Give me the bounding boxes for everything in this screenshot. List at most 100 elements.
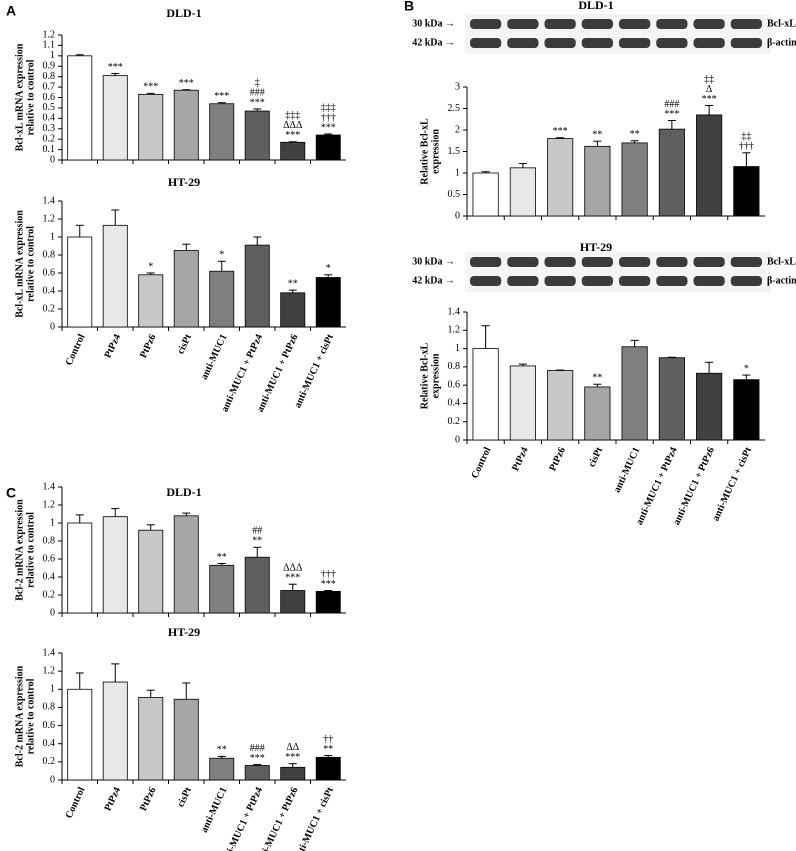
blot-band	[581, 257, 613, 267]
blot-band	[730, 276, 762, 286]
bar	[509, 365, 536, 441]
y-tick-label: 0.4	[43, 738, 56, 749]
bar	[209, 757, 235, 781]
x-tick-label: anti-MUC1 + PtPz6	[671, 446, 717, 527]
significance-mark: ##	[252, 526, 262, 537]
significance-mark: ‡‡	[741, 131, 751, 142]
significance-mark: †††	[321, 569, 336, 580]
y-tick-label: 0.8	[43, 535, 56, 546]
y-tick-label: 0.7	[43, 81, 56, 92]
bar	[244, 110, 270, 161]
y-axis-label: expression	[430, 353, 441, 398]
blot-band	[544, 38, 576, 48]
blot-band	[544, 257, 576, 267]
y-axis-label: relative to control	[25, 512, 36, 588]
bar	[67, 688, 93, 781]
bar	[280, 141, 306, 161]
blot-band	[730, 257, 762, 267]
blot-band	[619, 257, 651, 267]
bar	[244, 244, 270, 328]
x-tick-label: anti-MUC1 + cisPt	[710, 445, 754, 523]
panel-label: A	[6, 3, 16, 19]
blot-band	[656, 38, 688, 48]
significance-mark: †††	[739, 141, 754, 152]
significance-mark: ***	[108, 62, 123, 73]
significance-mark: ***	[285, 572, 300, 583]
significance-mark: ***	[250, 753, 265, 764]
bar	[173, 250, 199, 328]
bar	[280, 292, 306, 328]
y-tick-label: 1	[50, 517, 55, 528]
blot-band	[693, 19, 725, 29]
chart-title: HT-29	[168, 625, 200, 639]
y-tick-label: 0.1	[43, 144, 56, 155]
bar	[244, 765, 270, 781]
y-axis-label: relative to control	[25, 226, 36, 302]
blot-marker: 30 kDa →	[412, 256, 455, 267]
chart-title: DLD-1	[578, 0, 613, 12]
significance-mark: †††	[321, 112, 336, 123]
y-tick-label: 0.9	[43, 61, 56, 72]
chart-title: HT-29	[168, 175, 200, 189]
x-tick-label: cisPt	[587, 445, 606, 469]
bar	[472, 172, 499, 217]
y-tick-label: 0.4	[448, 398, 461, 409]
x-tick-label: Control	[64, 785, 88, 820]
y-tick-label: 0.3	[43, 123, 56, 134]
blot-band	[507, 276, 539, 286]
significance-mark: ††	[323, 734, 333, 745]
y-tick-label: 1.1	[43, 40, 56, 51]
bar	[173, 698, 199, 781]
y-tick-label: 1.5	[448, 146, 461, 157]
bar	[138, 93, 164, 161]
y-tick-label: 0.2	[43, 589, 56, 600]
significance-mark: **	[592, 129, 602, 140]
significance-mark: ΔΔΔ	[283, 562, 303, 573]
blot-band	[656, 19, 688, 29]
significance-mark: ‡‡‡	[321, 102, 336, 113]
y-tick-label: 0	[50, 154, 55, 165]
significance-mark: *	[219, 250, 224, 261]
significance-mark: ***	[214, 91, 229, 102]
y-tick-label: 0.8	[43, 702, 56, 713]
y-tick-label: 1.2	[43, 213, 56, 224]
x-tick-label: PtPz4	[103, 333, 124, 360]
y-axis-label: Relative Bcl-xL	[419, 342, 430, 409]
blot-band	[507, 38, 539, 48]
panel-label: B	[404, 0, 414, 14]
bar	[315, 277, 341, 328]
bar	[280, 766, 306, 781]
blot-protein: β-actin	[767, 37, 796, 48]
y-tick-label: 0.8	[448, 361, 461, 372]
blot-protein: Bcl-xL	[767, 18, 796, 29]
y-tick-label: 0	[50, 774, 55, 785]
blot-band	[470, 276, 502, 286]
blot-marker: 42 kDa →	[412, 37, 455, 48]
bar	[315, 591, 341, 614]
y-axis-label: Bcl-2 mRNA expression	[14, 499, 25, 601]
y-axis-label: Bcl-xL mRNA expression	[14, 210, 25, 318]
bar	[138, 274, 164, 328]
bar	[102, 516, 128, 614]
significance-mark: **	[288, 278, 298, 289]
significance-mark: **	[630, 129, 640, 140]
bar	[547, 370, 574, 441]
blot-protein: β-actin	[767, 275, 796, 286]
bar	[658, 128, 685, 217]
y-tick-label: 3	[455, 81, 460, 92]
bar	[733, 379, 760, 441]
bar	[472, 348, 499, 441]
bar	[658, 357, 685, 441]
y-axis-label: Relative Bcl-xL	[419, 118, 430, 185]
y-tick-label: 0.6	[43, 720, 56, 731]
significance-mark: ###	[250, 743, 265, 754]
y-tick-label: 1.4	[43, 647, 56, 658]
y-tick-label: 2	[455, 124, 460, 135]
bar	[173, 89, 199, 161]
blot-band	[693, 276, 725, 286]
blot-band	[619, 38, 651, 48]
y-tick-label: 1	[455, 167, 460, 178]
x-tick-label: Control	[64, 332, 88, 367]
significance-mark: ###	[664, 99, 679, 110]
significance-mark: **	[592, 373, 602, 384]
